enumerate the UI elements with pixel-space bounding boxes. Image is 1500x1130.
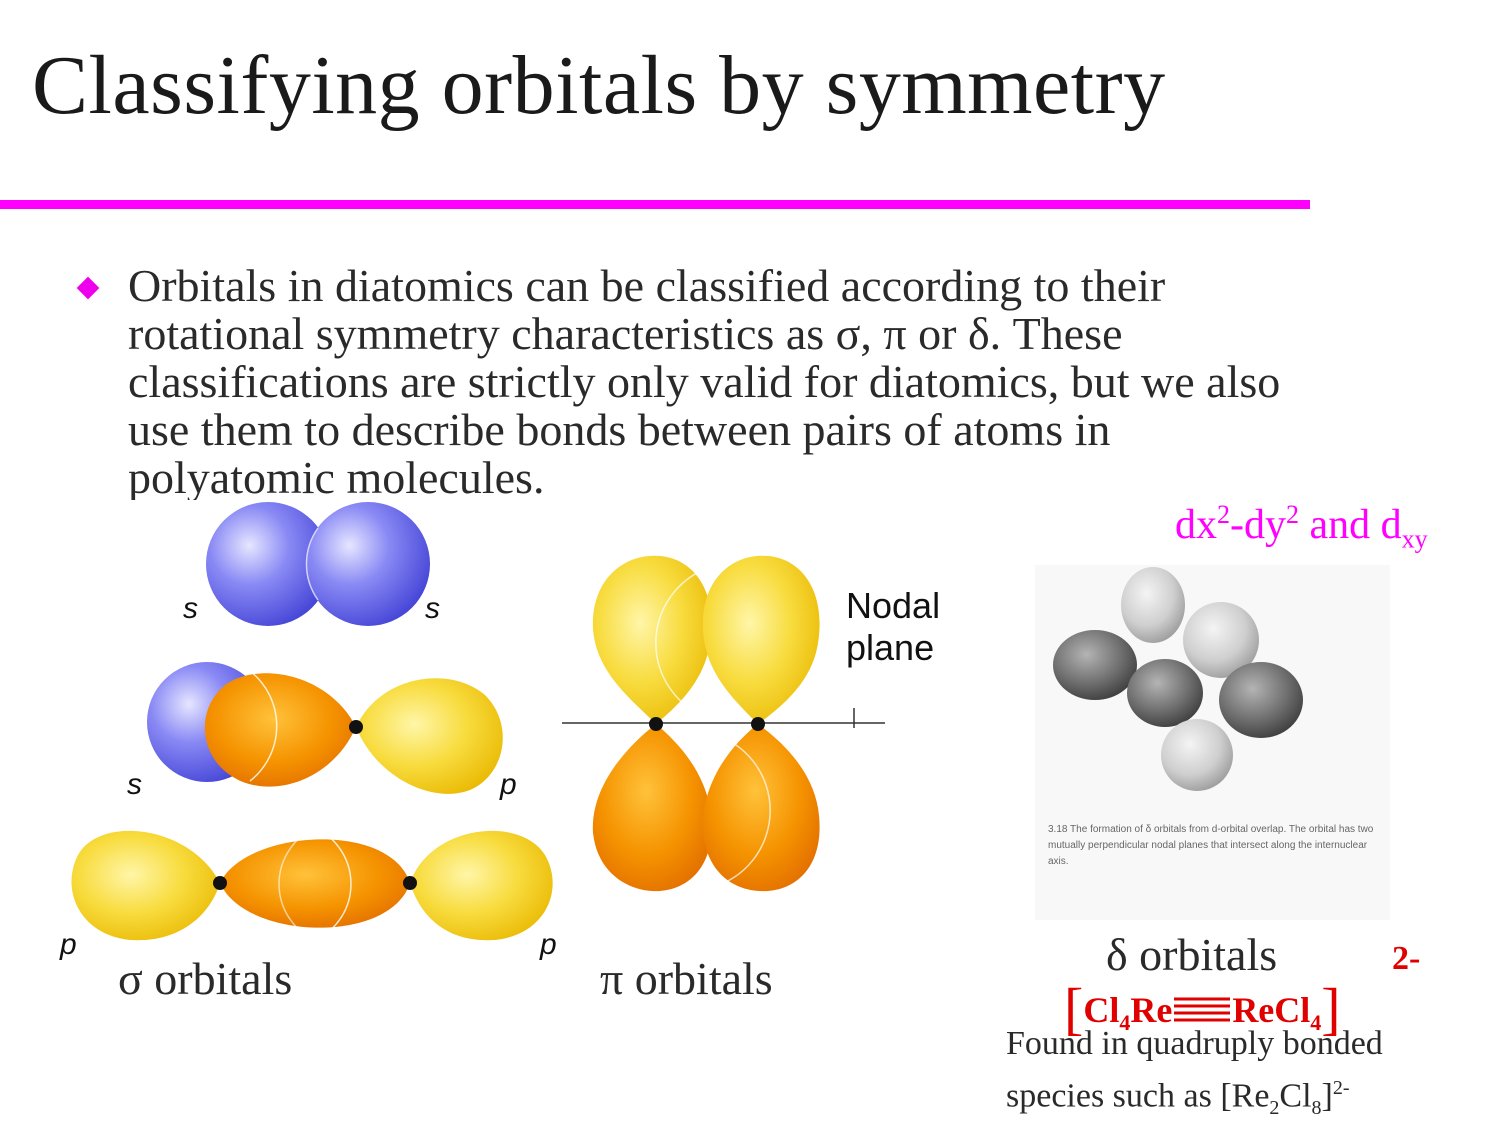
formula-recl-subscript: 4 — [1310, 1010, 1322, 1036]
p-orbital-lobe-dark — [592, 724, 712, 892]
s-orbital-lobe — [306, 502, 430, 626]
found-sup: 2- — [1332, 1077, 1350, 1099]
p-orbital-lobe-dark — [702, 724, 820, 892]
bullet-line: polyatomic molecules. — [128, 452, 545, 501]
node-dot — [649, 717, 663, 731]
and-d-text: and d — [1299, 502, 1402, 548]
quadruple-bond-icon — [1174, 997, 1231, 1022]
found-pre: species such as [Re — [1006, 1077, 1270, 1115]
dx-superscript: 2 — [1217, 500, 1230, 529]
bullet-line: use them to describe bonds between pairs… — [128, 404, 1111, 455]
sigma-orbitals-figure — [71, 502, 553, 944]
bullet-diamond-icon — [76, 276, 100, 300]
node-dot — [349, 720, 363, 734]
formula-close-bracket: ] — [1321, 976, 1341, 1041]
s-p-overlap — [147, 662, 503, 794]
d-orbital-lobe-light — [1183, 602, 1259, 678]
node-dot — [403, 876, 417, 890]
xy-subscript: xy — [1401, 524, 1428, 554]
delta-orbitals-figure — [1035, 565, 1390, 920]
rhenium-formula: [Cl4Re ReCl4] — [1064, 975, 1341, 1042]
pi-orbitals-figure — [562, 555, 885, 892]
p-orbital-lobe-light — [410, 830, 553, 941]
nodal-plane-label: Nodal plane — [846, 585, 940, 669]
formula-cl: Cl — [1083, 990, 1120, 1030]
s-orbital-lobe — [206, 502, 330, 626]
dx-text: dx — [1175, 502, 1217, 548]
found-close: ] — [1321, 1077, 1333, 1115]
bullet-line: rotational symmetry characteristics as σ… — [128, 308, 1123, 359]
p-orbital-lobe-light — [356, 678, 503, 794]
formula-recl: ReCl — [1232, 990, 1311, 1030]
p-orbital-lobe-light — [592, 555, 712, 724]
dy-superscript: 2 — [1286, 500, 1299, 529]
formula-re: Re — [1130, 990, 1173, 1030]
found-cl: Cl — [1279, 1077, 1312, 1115]
d-orbital-lobe-light — [1121, 567, 1185, 643]
nodal-plane-label-line: Nodal — [846, 585, 941, 626]
found-sub2: 8 — [1311, 1097, 1322, 1120]
s-s-overlap — [206, 502, 430, 626]
pi-caption: π orbitals — [600, 953, 773, 1004]
p-orbital-lobe-dark — [220, 839, 410, 928]
node-dot — [751, 717, 765, 731]
d-orbital-lobe-dark — [1219, 662, 1303, 738]
delta-figure-caption: 3.18 The formation of δ orbitals from d-… — [1048, 824, 1374, 867]
p-orbital-lobe-light — [71, 830, 220, 941]
d-orbital-lobe-dark — [1127, 659, 1203, 727]
found-line: Found in quadruply bonded — [1006, 1025, 1383, 1062]
found-line: species such as [Re2Cl8]2- — [1006, 1066, 1383, 1130]
bullet-paragraph: Orbitals in diatomics can be classified … — [128, 262, 1418, 500]
title-underline — [0, 200, 1310, 209]
p-orbital-lobe-light — [702, 555, 820, 724]
dy-text: -dy — [1230, 502, 1286, 548]
bullet-line: classifications are strictly only valid … — [128, 356, 1281, 407]
formula-charge: 2- — [1392, 940, 1421, 977]
orbital-label-s: s — [425, 592, 440, 625]
sigma-caption: σ orbitals — [118, 953, 293, 1004]
orbital-label-p: p — [500, 768, 517, 801]
p-orbital-lobe-dark — [204, 673, 356, 787]
d-orbital-lobe-light — [1161, 719, 1233, 791]
formula-cl-subscript: 4 — [1119, 1010, 1131, 1036]
d-orbital-lobe-dark — [1053, 630, 1137, 700]
found-sub1: 2 — [1269, 1097, 1280, 1120]
p-p-overlap — [71, 824, 553, 944]
orbital-label-p: p — [60, 928, 77, 961]
found-text: Found in quadruply bonded species such a… — [1006, 1022, 1383, 1130]
page-title: Classifying orbitals by symmetry — [32, 39, 1166, 132]
nodal-plane-label-line: plane — [846, 627, 935, 668]
node-dot — [213, 876, 227, 890]
bullet-line: Orbitals in diatomics can be classified … — [128, 262, 1166, 311]
orbital-label-s: s — [183, 592, 198, 625]
delta-orbital-label: dx2-dy2 and dxy — [1175, 500, 1428, 554]
orbital-label-s: s — [127, 768, 142, 801]
orbital-label-p: p — [540, 928, 557, 961]
delta-caption: δ orbitals — [1106, 929, 1278, 980]
formula-open-bracket: [ — [1064, 976, 1084, 1041]
